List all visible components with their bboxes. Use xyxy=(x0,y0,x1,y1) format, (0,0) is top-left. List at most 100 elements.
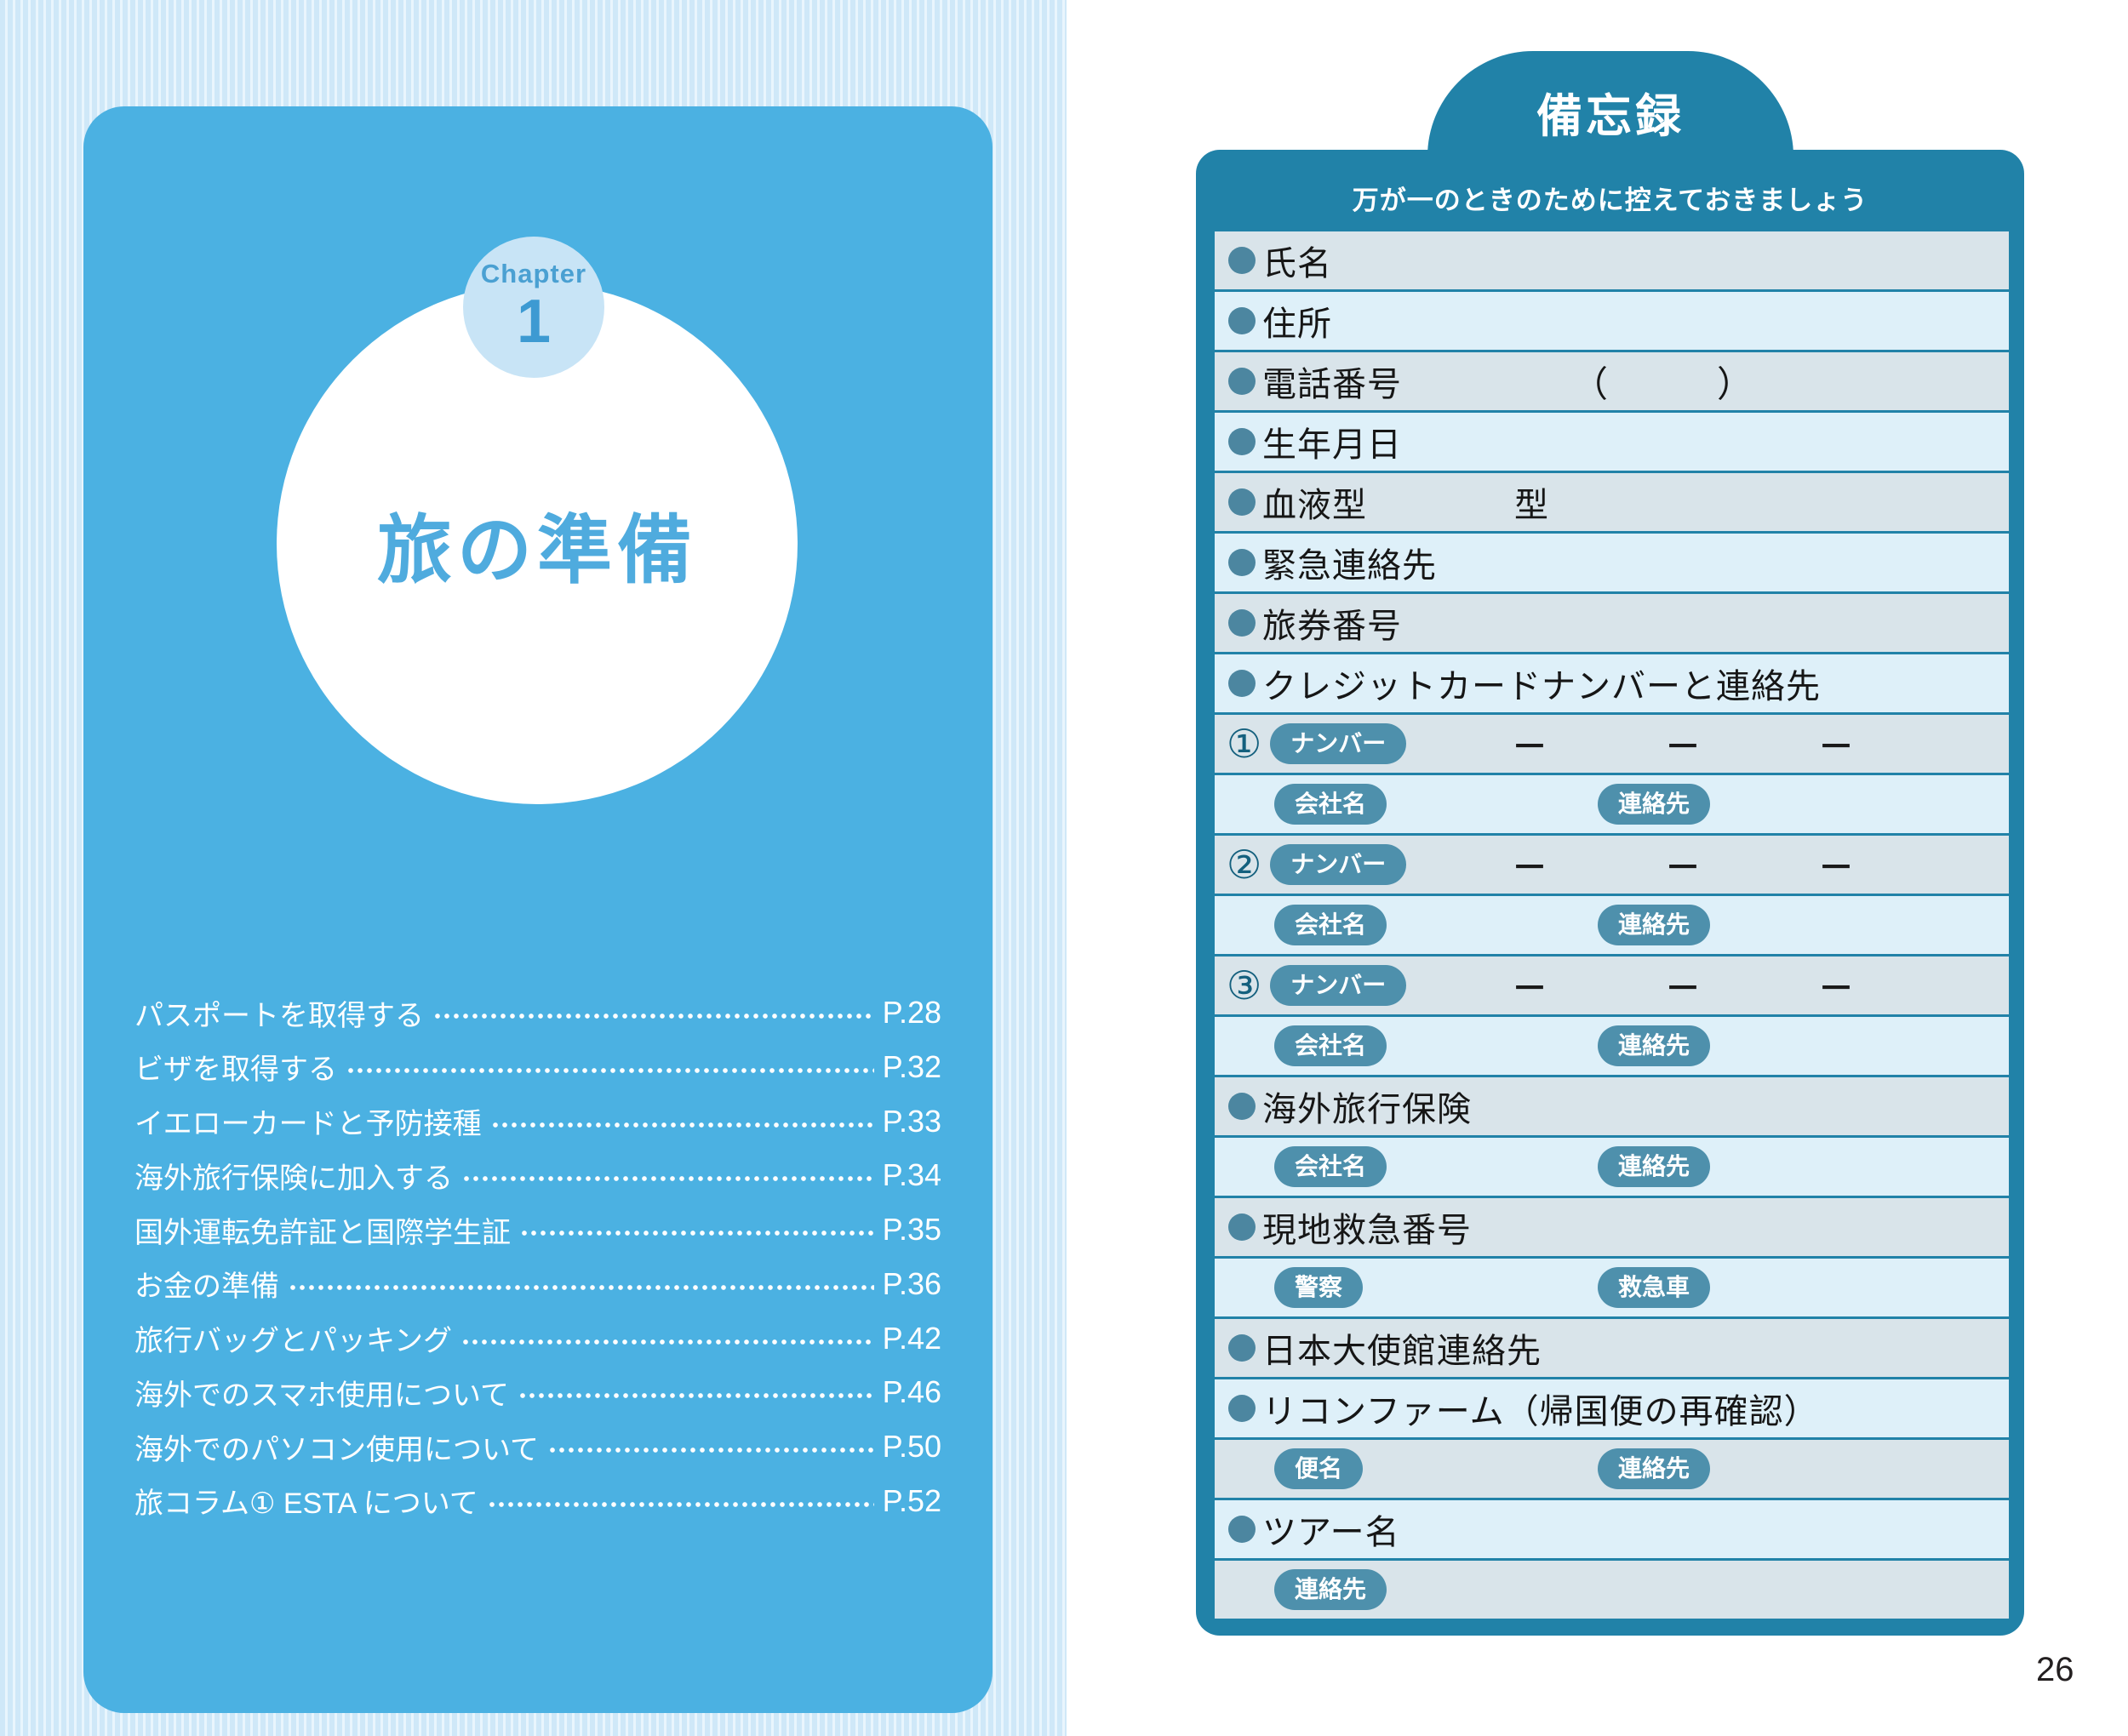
toc-page-number: P.28 xyxy=(882,995,941,1030)
toc-item-label: パスポートを取得する xyxy=(134,999,424,1032)
toc-item: 旅コラム① ESTA について P.52 xyxy=(134,1483,941,1521)
toc-item-label: 海外旅行保険に加入する xyxy=(134,1162,453,1195)
phone-paren-open: （ xyxy=(1572,363,1609,404)
memo-row-bloodtype: 血液型 型 xyxy=(1215,473,2009,531)
dash-separator: － xyxy=(1817,726,1855,767)
memo-row-tour-contact: 連絡先 xyxy=(1215,1561,2009,1619)
row-label: リコンファーム（帰国便の再確認） xyxy=(1262,1393,1819,1430)
bullet-icon xyxy=(1228,1395,1256,1422)
memo-row-address: 住所 xyxy=(1215,292,2009,350)
chapter-title-circle: 旅の準備 xyxy=(277,283,798,804)
memo-subtitle: 万が一のときのために控えておきましょう xyxy=(1352,186,1868,215)
chapter-badge-label: Chapter xyxy=(480,259,587,288)
memo-row-tour-name: ツアー名 xyxy=(1215,1500,2009,1558)
memo-row-card2-company: 会社名 連絡先 xyxy=(1215,896,2009,954)
toc-item-label: 旅行バッグとパッキング xyxy=(134,1325,452,1358)
company-name-pill: 会社名 xyxy=(1274,1146,1387,1187)
toc-leader-dots xyxy=(491,1121,874,1128)
memo-header-dome: 備忘録 xyxy=(1427,51,1793,157)
bullet-icon xyxy=(1228,609,1256,637)
memo-row-card1-company: 会社名 連絡先 xyxy=(1215,775,2009,833)
toc-page-number: P.32 xyxy=(882,1048,941,1084)
bullet-icon xyxy=(1228,1093,1256,1120)
memo-row-card3-company: 会社名 連絡先 xyxy=(1215,1017,2009,1075)
row-label: 海外旅行保険 xyxy=(1262,1091,1472,1128)
police-pill: 警察 xyxy=(1274,1267,1364,1308)
row-label: クレジットカードナンバーと連絡先 xyxy=(1262,668,1821,705)
toc-page-number: P.34 xyxy=(882,1157,941,1193)
phone-paren-close: ） xyxy=(1717,363,1753,404)
toc-item-label: 海外でのスマホ使用について xyxy=(134,1379,509,1412)
toc-item: 海外でのパソコン使用について P.50 xyxy=(134,1429,941,1466)
page-number: 26 xyxy=(2036,1651,2074,1688)
dash-separator: － xyxy=(1664,968,1702,1008)
memo-row-embassy: 日本大使館連絡先 xyxy=(1215,1319,2009,1377)
chapter-badge-number: 1 xyxy=(516,288,552,356)
memo-row-passport-number: 旅券番号 xyxy=(1215,594,2009,652)
contact-pill: 連絡先 xyxy=(1274,1569,1387,1610)
circled-number-2: ② xyxy=(1227,842,1262,887)
memo-table: 氏名 住所 電話番号 （ ） 生年月日 血液型 型 緊急連絡先 旅券番号 クレジ… xyxy=(1215,231,2009,1619)
bullet-icon xyxy=(1228,549,1256,576)
toc-item: パスポートを取得する P.28 xyxy=(134,995,941,1032)
memo-row-birthdate: 生年月日 xyxy=(1215,413,2009,471)
row-label: 現地救急番号 xyxy=(1262,1212,1472,1249)
toc-item-label: 海外でのパソコン使用について xyxy=(134,1433,539,1466)
toc-page-number: P.35 xyxy=(882,1212,941,1248)
bullet-icon xyxy=(1228,1213,1256,1241)
bullet-icon xyxy=(1228,1334,1256,1362)
bullet-icon xyxy=(1228,247,1256,274)
toc-item: お金の準備 P.36 xyxy=(134,1266,941,1304)
company-name-pill: 会社名 xyxy=(1274,905,1387,945)
bullet-icon xyxy=(1228,670,1256,697)
memo-row-card1-number: ① ナンバー － － － xyxy=(1215,715,2009,773)
toc-page-number: P.42 xyxy=(882,1320,941,1356)
toc-leader-dots xyxy=(521,1230,874,1237)
bullet-icon xyxy=(1228,428,1256,455)
toc-item-label: ビザを取得する xyxy=(134,1054,337,1087)
dash-separator: － xyxy=(1511,847,1548,888)
memo-title: 備忘録 xyxy=(1536,90,1685,142)
toc-leader-dots xyxy=(461,1338,874,1345)
toc-item: イエローカードと予防接種 P.33 xyxy=(134,1103,941,1141)
memo-row-phone: 電話番号 （ ） xyxy=(1215,352,2009,410)
row-label: 緊急連絡先 xyxy=(1262,547,1437,585)
memo-row-name: 氏名 xyxy=(1215,231,2009,289)
row-label: 日本大使館連絡先 xyxy=(1262,1333,1542,1370)
blood-type-suffix: 型 xyxy=(1514,487,1548,524)
dash-separator: － xyxy=(1664,847,1702,888)
row-label: 旅券番号 xyxy=(1262,608,1402,645)
chapter-title: 旅の準備 xyxy=(376,507,697,592)
dash-separator: － xyxy=(1511,968,1548,1008)
row-label: 電話番号 xyxy=(1262,366,1402,403)
row-label: ツアー名 xyxy=(1262,1514,1400,1551)
toc-item-label: 旅コラム① ESTA について xyxy=(134,1488,478,1521)
toc-leader-dots xyxy=(347,1066,874,1074)
contact-pill: 連絡先 xyxy=(1598,905,1711,945)
bullet-icon xyxy=(1228,1516,1256,1543)
memo-row-emergency-contact: 緊急連絡先 xyxy=(1215,534,2009,591)
toc-page-number: P.46 xyxy=(882,1374,941,1410)
toc-leader-dots xyxy=(463,1175,874,1183)
circled-number-1: ① xyxy=(1227,722,1262,766)
number-pill: ナンバー xyxy=(1270,723,1407,764)
dash-separator: － xyxy=(1664,726,1702,767)
toc-item-label: 国外運転免許証と国際学生証 xyxy=(134,1216,511,1249)
bullet-icon xyxy=(1228,307,1256,334)
toc-leader-dots xyxy=(518,1392,874,1400)
toc-leader-dots xyxy=(548,1447,874,1454)
memo-row-flight: 便名 連絡先 xyxy=(1215,1440,2009,1498)
memo-row-card3-number: ③ ナンバー － － － xyxy=(1215,957,2009,1014)
flight-name-pill: 便名 xyxy=(1274,1448,1364,1489)
memo-row-reconfirm: リコンファーム（帰国便の再確認） xyxy=(1215,1379,2009,1437)
dash-separator: － xyxy=(1817,968,1855,1008)
table-of-contents: パスポートを取得する P.28 ビザを取得する P.32 イエローカードと予防接… xyxy=(134,995,941,1521)
memo-row-police-ambulance: 警察 救急車 xyxy=(1215,1259,2009,1316)
ambulance-pill: 救急車 xyxy=(1598,1267,1711,1308)
toc-item: ビザを取得する P.32 xyxy=(134,1048,941,1087)
memo-row-creditcard-header: クレジットカードナンバーと連絡先 xyxy=(1215,654,2009,712)
company-name-pill: 会社名 xyxy=(1274,1025,1387,1066)
contact-pill: 連絡先 xyxy=(1598,1448,1711,1489)
toc-page-number: P.33 xyxy=(882,1103,941,1139)
row-label: 生年月日 xyxy=(1262,426,1402,464)
